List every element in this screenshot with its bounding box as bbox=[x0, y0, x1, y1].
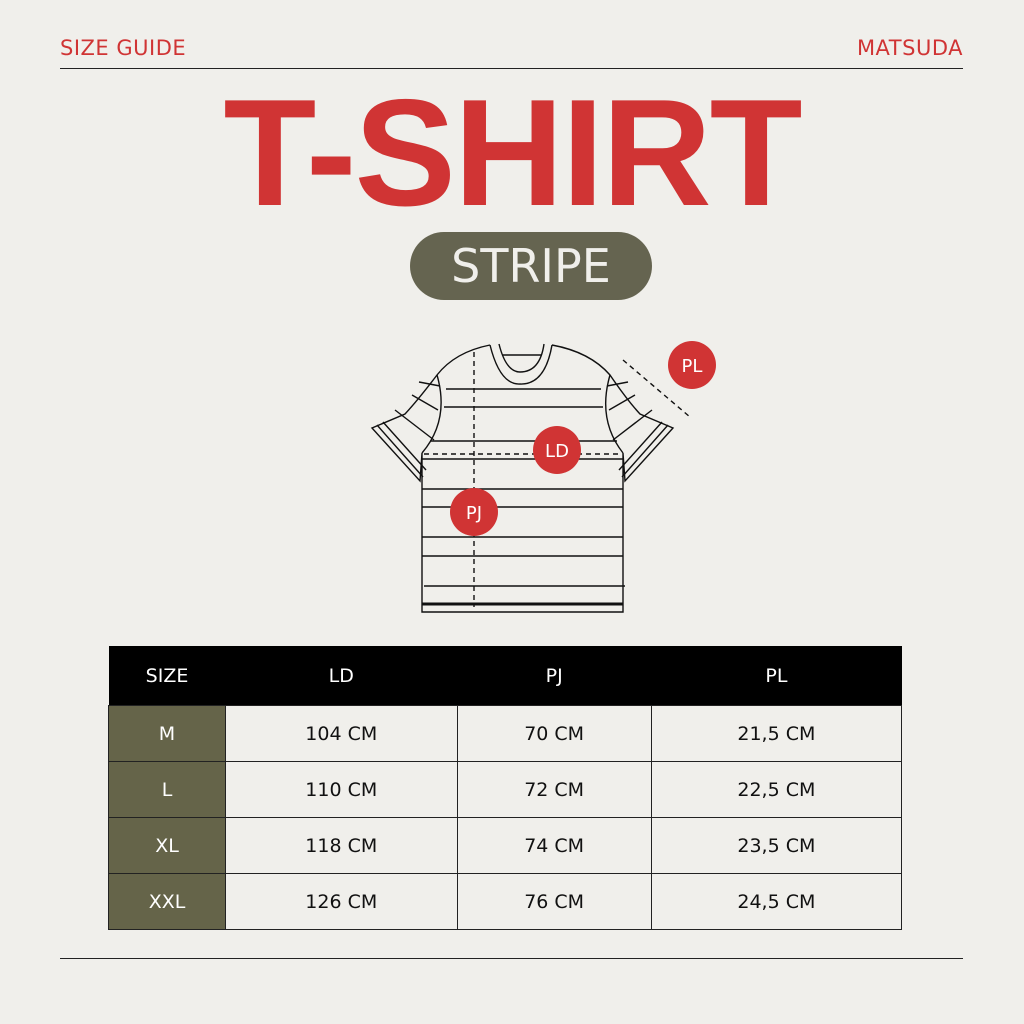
cell-ld: 110 CM bbox=[225, 761, 458, 818]
cell-size: M bbox=[108, 705, 226, 762]
pl-label: PL bbox=[682, 356, 703, 377]
bottom-divider bbox=[60, 958, 963, 959]
page-title: T-SHIRT bbox=[223, 68, 802, 238]
measurement-markers: PL LD PJ bbox=[450, 341, 716, 536]
cell-size: XL bbox=[108, 817, 226, 874]
cell-pl: 21,5 CM bbox=[650, 705, 903, 762]
cell-pj: 76 CM bbox=[456, 873, 652, 930]
size-guide-label: SIZE GUIDE bbox=[60, 36, 187, 60]
header-pl: PL bbox=[651, 646, 902, 706]
cell-pj: 74 CM bbox=[456, 817, 652, 874]
cell-pl: 22,5 CM bbox=[650, 761, 903, 818]
size-table: SIZE LD PJ PL M 104 CM 70 CM 21,5 CM L 110 CM… bbox=[108, 646, 903, 930]
header-ld: LD bbox=[225, 646, 458, 706]
cell-ld: 104 CM bbox=[225, 705, 458, 762]
table-row: L 110 CM 72 CM 22,5 CM bbox=[108, 761, 903, 818]
table-row: XL 118 CM 74 CM 23,5 CM bbox=[108, 817, 903, 874]
header-pj: PJ bbox=[457, 646, 652, 706]
variant-badge: STRIPE bbox=[410, 232, 652, 300]
cell-pl: 24,5 CM bbox=[650, 873, 903, 930]
cell-size: L bbox=[108, 761, 226, 818]
cell-ld: 118 CM bbox=[225, 817, 458, 874]
cell-ld: 126 CM bbox=[225, 873, 458, 930]
cell-size: XXL bbox=[108, 873, 226, 930]
ld-marker bbox=[533, 426, 581, 474]
cell-pl: 23,5 CM bbox=[650, 817, 903, 874]
header-size: SIZE bbox=[108, 646, 226, 706]
cell-pj: 70 CM bbox=[456, 705, 652, 762]
pj-label: PJ bbox=[466, 503, 482, 524]
brand-name: MATSUDA bbox=[856, 36, 963, 60]
top-divider bbox=[60, 68, 963, 69]
pj-marker bbox=[450, 488, 498, 536]
ld-label: LD bbox=[545, 441, 569, 462]
table-header-row: SIZE LD PJ PL bbox=[108, 646, 902, 706]
table-row: M 104 CM 70 CM 21,5 CM bbox=[108, 705, 903, 762]
pl-marker bbox=[668, 341, 716, 389]
cell-pj: 72 CM bbox=[456, 761, 652, 818]
table-row: XXL 126 CM 76 CM 24,5 CM bbox=[108, 873, 903, 930]
